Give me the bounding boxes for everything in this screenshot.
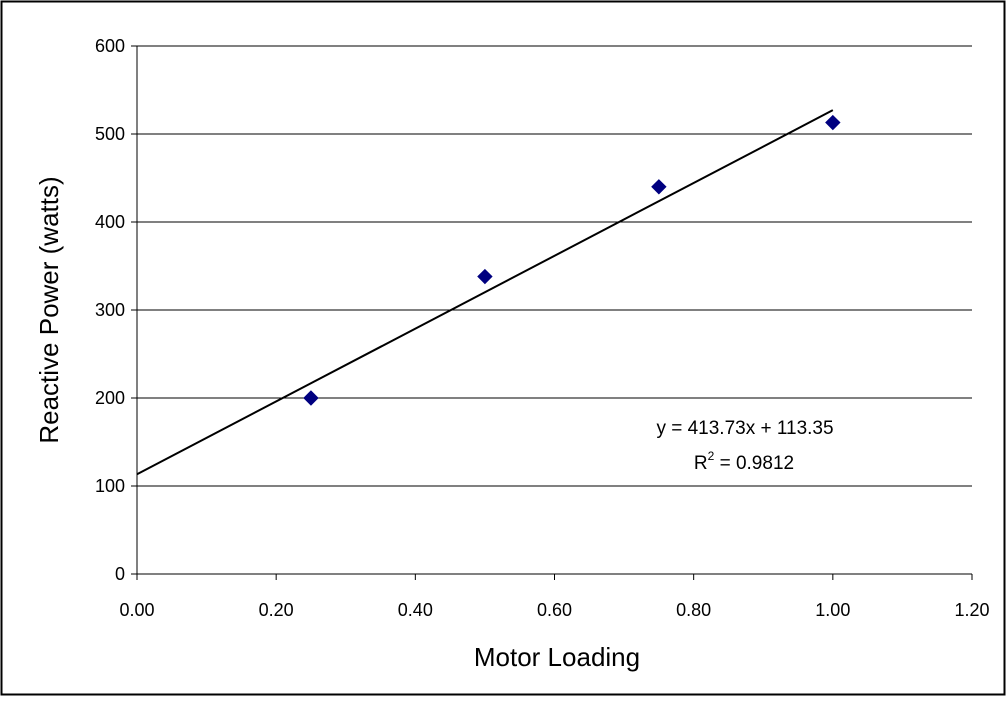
x-tick-label: 0.00 bbox=[119, 600, 154, 620]
y-tick-label: 200 bbox=[95, 388, 125, 408]
x-tick-label: 0.60 bbox=[537, 600, 572, 620]
x-axis-title: Motor Loading bbox=[474, 642, 640, 672]
x-tick-label: 0.20 bbox=[259, 600, 294, 620]
tick-labels: 0 100 200 300 400 500 600 0.00 0.20 0.40 0.60 0.80 1… bbox=[95, 36, 990, 620]
data-point-diamond bbox=[651, 179, 667, 195]
y-tick-label: 500 bbox=[95, 124, 125, 144]
y-axis-title: Reactive Power (watts) bbox=[34, 176, 64, 443]
data-point-diamond bbox=[303, 390, 319, 406]
y-tick-label: 0 bbox=[115, 564, 125, 584]
trendline-equation: y = 413.73x + 113.35 bbox=[656, 418, 833, 439]
x-tick-label: 1.20 bbox=[954, 600, 989, 620]
trendline bbox=[136, 109, 834, 476]
y-tick-label: 300 bbox=[95, 300, 125, 320]
x-tick-label: 1.00 bbox=[815, 600, 850, 620]
x-tick-label: 0.40 bbox=[398, 600, 433, 620]
x-tick-label: 0.80 bbox=[676, 600, 711, 620]
data-point-diamond bbox=[825, 114, 841, 131]
r-squared-symbol: R bbox=[694, 453, 708, 474]
data-points bbox=[303, 114, 841, 406]
y-tick-label: 600 bbox=[95, 36, 125, 56]
gridlines bbox=[137, 45, 972, 487]
y-tick-label: 400 bbox=[95, 212, 125, 232]
axes bbox=[131, 45, 973, 580]
r-squared-exponent: 2 bbox=[708, 449, 715, 463]
r-squared-value: = 0.9812 bbox=[714, 453, 794, 474]
data-point-diamond bbox=[477, 268, 493, 285]
r-squared-label: R2 = 0.9812 bbox=[694, 449, 794, 474]
trendline-group bbox=[136, 109, 834, 476]
y-tick-label: 100 bbox=[95, 476, 125, 496]
